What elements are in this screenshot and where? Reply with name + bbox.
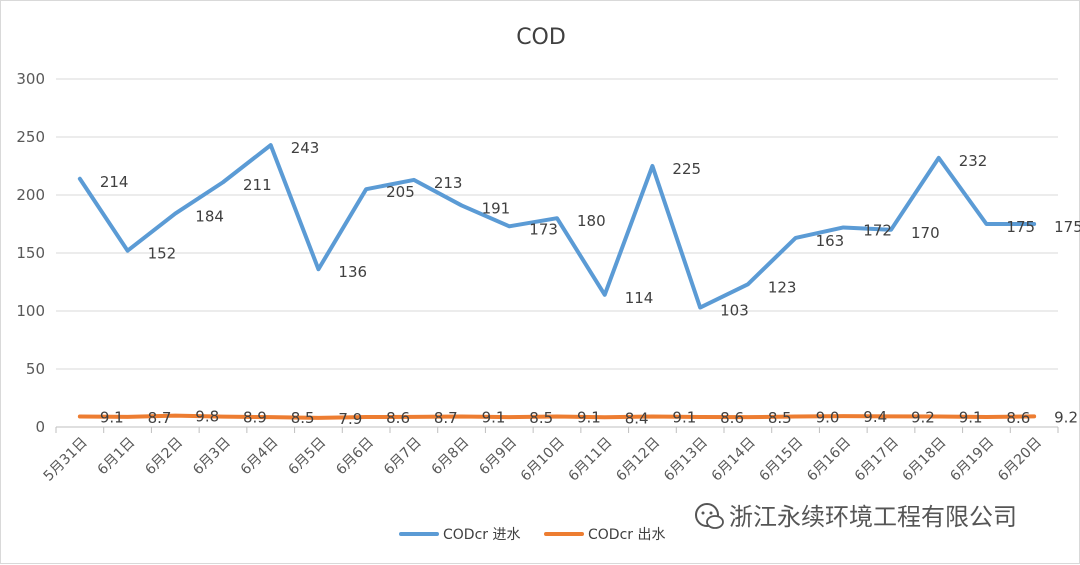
- data-label-outflow: 9.4: [863, 408, 887, 426]
- x-tick-label: 6月14日: [709, 435, 759, 485]
- legend-item-outflow: CODcr 出水: [544, 527, 665, 543]
- data-label-inflow: 103: [720, 302, 749, 320]
- chart-title: COD: [516, 25, 566, 50]
- data-label-outflow: 9.1: [577, 408, 601, 426]
- y-tick-label: 300: [16, 70, 45, 88]
- data-label-inflow: 225: [672, 160, 701, 178]
- data-label-inflow: 211: [243, 176, 272, 194]
- y-tick-label: 150: [16, 244, 45, 262]
- data-label-inflow: 114: [625, 289, 654, 307]
- x-tick-label: 6月1日: [95, 435, 139, 479]
- x-tick-label: 6月7日: [381, 435, 425, 479]
- series-line-inflow: [77, 143, 1037, 310]
- data-label-inflow: 180: [577, 212, 606, 230]
- legend-label: CODcr 进水: [443, 527, 520, 543]
- x-axis: 5月31日 6月1日 6月2日 6月3日 6月4日 6月5日 6月6日 6月7日 6月8日 6月9…: [41, 426, 1059, 485]
- legend: CODcr 进水 CODcr 出水: [399, 527, 665, 543]
- x-tick-label: 6月12日: [613, 435, 663, 485]
- watermark-text: 浙江永续环境工程有限公司: [729, 503, 1017, 531]
- y-tick-label: 250: [16, 128, 45, 146]
- data-label-outflow: 8.4: [625, 409, 649, 427]
- x-tick-label: 6月10日: [518, 435, 568, 485]
- data-label-inflow: 175: [1054, 218, 1080, 236]
- x-tick-label: 6月15日: [756, 435, 806, 485]
- series-line-outflow: [77, 413, 1037, 420]
- data-label-outflow: 8.5: [768, 409, 792, 427]
- data-label-inflow: 205: [386, 183, 415, 201]
- data-label-outflow: 9.1: [672, 408, 696, 426]
- data-label-outflow: 8.7: [148, 409, 172, 427]
- data-label-inflow: 173: [529, 220, 558, 238]
- data-label-outflow: 9.2: [911, 408, 935, 426]
- x-tick-label: 6月5日: [286, 435, 330, 479]
- data-labels: 214 152 184 211 243 136 205 213 191 173 180 114 225 1…: [100, 139, 1080, 428]
- data-label-inflow: 163: [816, 232, 845, 250]
- data-label-outflow: 9.1: [482, 408, 506, 426]
- data-label-outflow: 9.0: [816, 409, 840, 427]
- watermark: 浙江永续环境工程有限公司: [695, 503, 1017, 531]
- x-tick-label: 6月18日: [900, 435, 950, 485]
- data-label-inflow: 123: [768, 278, 797, 296]
- x-tick-label: 6月20日: [995, 435, 1045, 485]
- y-tick-label: 0: [35, 418, 45, 436]
- data-label-outflow: 8.6: [720, 409, 744, 427]
- y-tick-label: 50: [26, 360, 45, 378]
- series-lines: [77, 143, 1037, 420]
- data-label-inflow: 232: [959, 152, 988, 170]
- data-label-inflow: 152: [148, 245, 177, 263]
- x-tick-label: 6月19日: [947, 435, 997, 485]
- x-tick-label: 6月8日: [429, 435, 473, 479]
- x-tick-label: 5月31日: [41, 435, 91, 485]
- y-axis: 0 50 100 150 200 250 300: [16, 70, 45, 436]
- x-tick-label: 6月17日: [852, 435, 902, 485]
- data-label-inflow: 214: [100, 173, 129, 191]
- data-label-outflow: 8.7: [434, 409, 458, 427]
- y-tick-label: 100: [16, 302, 45, 320]
- x-tick-label: 6月11日: [566, 435, 616, 485]
- data-label-inflow: 136: [338, 263, 367, 281]
- x-tick-label: 6月4日: [238, 435, 282, 479]
- data-label-outflow: 8.5: [529, 409, 553, 427]
- data-label-outflow: 9.8: [195, 408, 219, 426]
- data-label-outflow: 9.1: [959, 408, 983, 426]
- data-label-inflow: 172: [863, 221, 892, 239]
- data-label-inflow: 243: [291, 139, 320, 157]
- data-label-outflow: 8.9: [243, 409, 267, 427]
- data-label-outflow: 8.6: [386, 409, 410, 427]
- x-tick-label: 6月9日: [476, 435, 520, 479]
- data-label-inflow: 191: [482, 199, 511, 217]
- wechat-icon: [695, 503, 724, 529]
- data-label-outflow: 8.5: [291, 409, 315, 427]
- data-label-inflow: 175: [1006, 218, 1035, 236]
- x-tick-label: 6月6日: [333, 435, 377, 479]
- data-label-inflow: 213: [434, 174, 463, 192]
- legend-label: CODcr 出水: [588, 527, 665, 543]
- x-tick-label: 6月3日: [190, 435, 234, 479]
- grid-lines: [56, 78, 1058, 370]
- x-tick-label: 6月13日: [661, 435, 711, 485]
- x-tick-label: 6月2日: [142, 435, 186, 479]
- data-label-outflow: 9.2: [1054, 408, 1078, 426]
- x-tick-label: 6月16日: [804, 435, 854, 485]
- data-label-outflow: 8.6: [1006, 409, 1030, 427]
- data-label-inflow: 184: [195, 208, 224, 226]
- legend-item-inflow: CODcr 进水: [399, 527, 520, 543]
- data-label-outflow: 9.1: [100, 408, 124, 426]
- data-label-outflow: 7.9: [338, 410, 362, 428]
- data-label-inflow: 170: [911, 224, 940, 242]
- y-tick-label: 200: [16, 186, 45, 204]
